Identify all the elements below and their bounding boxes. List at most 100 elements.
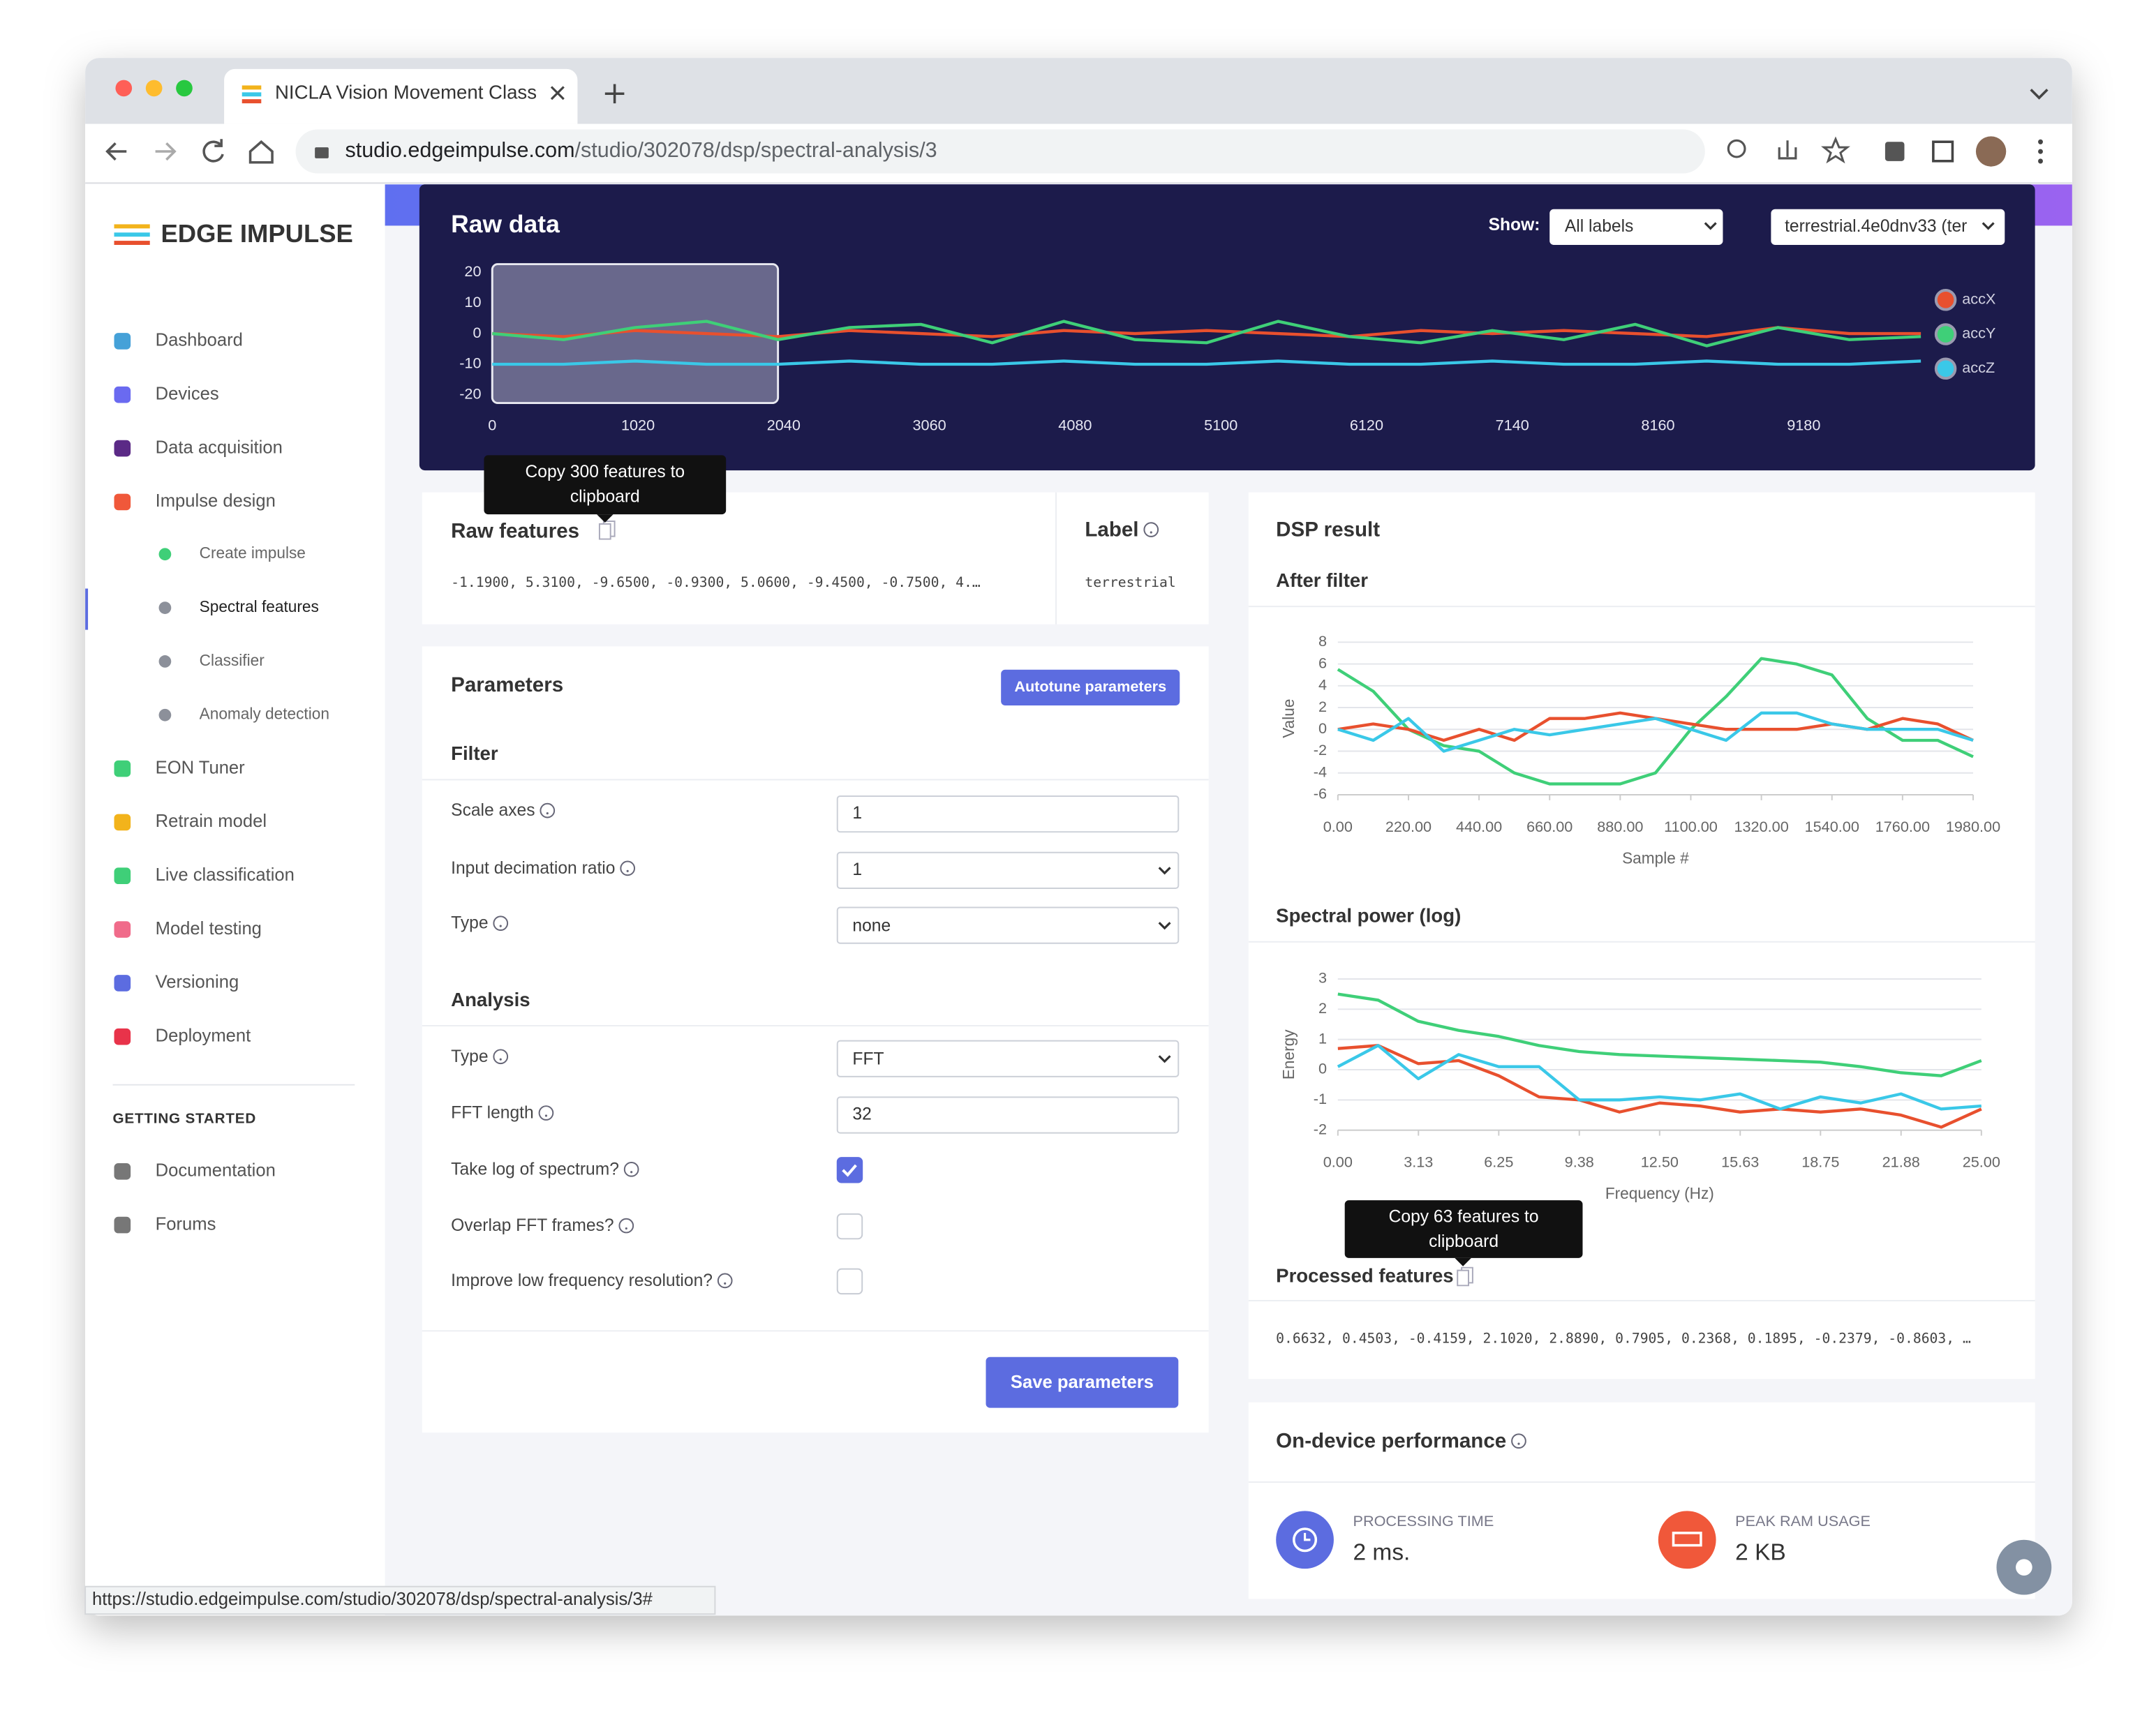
checkbox[interactable] <box>836 1157 863 1183</box>
back-button[interactable] <box>105 142 127 161</box>
favicon <box>241 85 262 90</box>
tab-menu[interactable] <box>2030 89 2049 100</box>
tab-bar <box>85 58 2072 124</box>
help-icon[interactable] <box>493 1049 509 1065</box>
show-label: Show: <box>1489 216 1540 234</box>
tooltip-text: Copy 300 features to clipboard <box>525 462 685 507</box>
minimize-window[interactable] <box>145 80 163 97</box>
reload-button[interactable] <box>202 139 224 163</box>
nav-item[interactable]: Data acquisition <box>156 438 283 457</box>
nav-subitem[interactable]: Anomaly detection <box>200 705 329 723</box>
nav-item[interactable]: EON Tuner <box>156 758 246 777</box>
after-filter-chart: 8 6 4 2 0 -2 -4 -6 0.00 220.00 440.00 660.00 880.00 1… <box>1279 632 2000 867</box>
autotune-button[interactable] <box>1001 669 1180 705</box>
section-title: Analysis <box>451 989 530 1010</box>
zoom-icon[interactable] <box>1727 139 1746 158</box>
nav-item[interactable]: Dashboard <box>156 331 243 350</box>
help-icon[interactable] <box>538 1105 554 1121</box>
nav-icon <box>114 760 131 777</box>
forward-button[interactable] <box>155 142 177 161</box>
y-tick-label: 2 <box>1318 698 1327 715</box>
legend-swatch[interactable] <box>1934 323 1957 345</box>
nav-item[interactable]: Documentation <box>156 1161 276 1181</box>
y-axis-label: Value <box>1279 699 1298 738</box>
nav-item[interactable]: Versioning <box>156 973 239 992</box>
select-value: FFT <box>852 1050 884 1069</box>
chevron <box>1158 922 1171 930</box>
nav-icon <box>114 440 131 457</box>
select[interactable] <box>836 906 1180 944</box>
raw-features-values: -1.1900, 5.3100, -9.6500, -0.9300, 5.060… <box>451 574 981 590</box>
x-tick-label: 3060 <box>913 417 946 434</box>
copy-icon[interactable] <box>1457 1266 1473 1287</box>
help-icon[interactable] <box>717 1273 733 1289</box>
raw-data-panel <box>419 184 2035 471</box>
field-label: Take log of spectrum? <box>451 1160 619 1179</box>
legend-swatch[interactable] <box>1934 289 1957 311</box>
active-tab[interactable] <box>224 68 578 124</box>
nav-subitem[interactable]: Create impulse <box>200 544 306 562</box>
nav-item[interactable]: Deployment <box>156 1026 251 1045</box>
y-axis-label: Energy <box>1279 1029 1298 1079</box>
help-icon[interactable] <box>618 1218 634 1234</box>
help-icon[interactable] <box>1511 1433 1526 1449</box>
y-tick-label: 6 <box>1318 654 1327 671</box>
select[interactable] <box>836 851 1180 889</box>
nav-icon <box>114 1216 131 1234</box>
x-tick-label: 1320.00 <box>1734 818 1788 835</box>
close-tab[interactable] <box>550 86 565 100</box>
nav-item[interactable]: Forums <box>156 1214 216 1234</box>
copy-icon[interactable] <box>598 520 616 540</box>
x-tick-label: 1980.00 <box>1946 818 2000 835</box>
checkbox[interactable] <box>836 1268 863 1295</box>
chevron <box>1982 222 1995 230</box>
legend-label: accY <box>1962 324 1995 342</box>
maximize-window[interactable] <box>176 80 193 97</box>
nav-item[interactable]: Model testing <box>156 919 262 939</box>
nav-item[interactable]: Retrain model <box>156 812 267 831</box>
y-tick-label: 0 <box>1318 1060 1327 1077</box>
bookmark-icon[interactable] <box>1821 136 1850 164</box>
nav-item[interactable]: Live classification <box>156 865 295 885</box>
legend-label: accZ <box>1962 359 1995 376</box>
sample-select[interactable] <box>1771 209 2005 245</box>
sidebar-icon[interactable] <box>1932 140 1954 163</box>
help-icon[interactable] <box>1143 522 1159 537</box>
select[interactable] <box>836 1040 1180 1077</box>
address-bar[interactable] <box>295 129 1705 174</box>
panel-title: Raw data <box>451 210 560 238</box>
profile-avatar[interactable] <box>1975 136 2007 167</box>
nav-item[interactable]: Impulse design <box>156 491 276 511</box>
text-input[interactable] <box>836 795 1180 833</box>
help-dot <box>546 812 549 815</box>
help-icon[interactable] <box>620 860 636 876</box>
x-tick-label: 25.00 <box>1963 1153 2000 1171</box>
label-select[interactable] <box>1549 209 1723 245</box>
extensions-icon[interactable] <box>1884 142 1905 161</box>
help-icon[interactable] <box>493 915 509 932</box>
tooltip-box: Copy 300 features to clipboard <box>525 462 685 507</box>
metric-label: PEAK RAM USAGE <box>1735 1512 1871 1530</box>
nav-item[interactable]: Devices <box>156 384 219 403</box>
nav-subitem[interactable]: Spectral features <box>200 597 319 615</box>
chevron <box>1704 222 1717 230</box>
section-title: After filter <box>1276 569 1368 591</box>
nav-icon <box>114 333 131 350</box>
x-axis-label: Sample # <box>1622 849 1689 867</box>
logo <box>114 224 150 229</box>
card-title: Parameters <box>451 673 563 696</box>
home-button[interactable] <box>248 140 274 164</box>
share-icon[interactable] <box>1778 140 1797 160</box>
save-button[interactable] <box>986 1356 1179 1408</box>
legend-swatch[interactable] <box>1934 357 1957 380</box>
card-title: DSP result <box>1276 518 1380 541</box>
x-tick-label: 0 <box>488 417 496 434</box>
checkbox[interactable] <box>836 1213 863 1240</box>
new-tab[interactable] <box>604 84 625 104</box>
close-window[interactable] <box>115 80 133 97</box>
help-icon[interactable] <box>623 1161 639 1177</box>
nav-subitem[interactable]: Classifier <box>200 651 265 669</box>
help-icon[interactable] <box>540 802 556 818</box>
text-input[interactable] <box>836 1096 1180 1134</box>
